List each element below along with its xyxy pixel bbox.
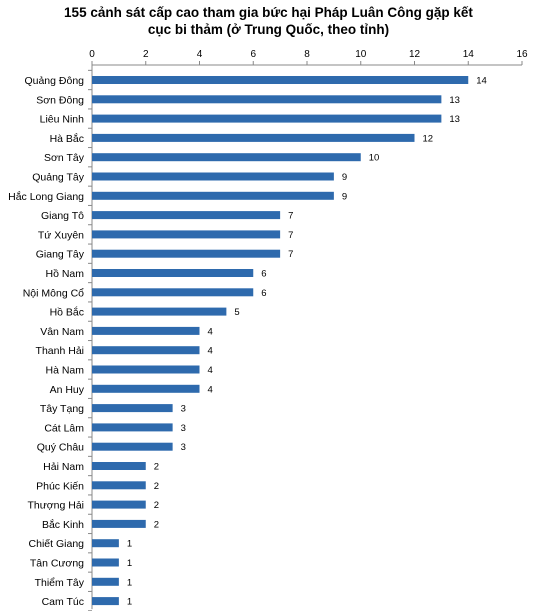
bar xyxy=(92,326,200,335)
bar xyxy=(92,519,146,528)
category-label: Tây Tạng xyxy=(40,403,84,415)
x-tick-label: 16 xyxy=(516,49,528,60)
chart-title-line-1: 155 cảnh sát cấp cao tham gia bức hại Ph… xyxy=(64,5,473,20)
category-label: Liêu Ninh xyxy=(40,114,85,126)
category-label: Vân Nam xyxy=(40,326,84,338)
category-label: Giang Tô xyxy=(41,210,84,222)
bar xyxy=(92,365,200,374)
data-label: 4 xyxy=(208,365,213,376)
category-label: Sơn Đông xyxy=(36,94,84,106)
data-label: 1 xyxy=(127,558,132,569)
x-tick-label: 12 xyxy=(409,49,421,60)
data-label: 1 xyxy=(127,577,132,588)
bar xyxy=(92,423,173,432)
category-label: Quảng Tây xyxy=(32,172,85,184)
category-label: Hà Nam xyxy=(45,365,84,377)
category-label: Hà Bắc xyxy=(50,132,84,145)
bar xyxy=(92,500,146,509)
bar xyxy=(92,481,146,490)
category-label: Phúc Kiến xyxy=(36,480,84,492)
category-label: Quảng Đông xyxy=(24,75,84,87)
data-label: 3 xyxy=(181,442,186,453)
data-label: 4 xyxy=(208,326,213,337)
bar xyxy=(92,597,119,606)
category-label: Tứ Xuyên xyxy=(38,229,84,241)
bar xyxy=(92,269,254,277)
data-label: 2 xyxy=(154,481,159,492)
category-label: Sơn Tây xyxy=(44,152,85,164)
category-label: Chiết Giang xyxy=(29,538,85,550)
category-label: Hải Nam xyxy=(43,461,84,473)
bar xyxy=(92,558,119,567)
category-label: Tân Cương xyxy=(30,558,84,570)
data-label: 7 xyxy=(288,249,293,260)
x-tick-label: 10 xyxy=(355,49,367,60)
category-label: Thiểm Tây xyxy=(35,577,85,589)
bar xyxy=(92,404,173,413)
bar xyxy=(92,462,146,470)
bar xyxy=(92,577,119,586)
data-label: 2 xyxy=(154,500,159,511)
data-label: 7 xyxy=(288,211,293,222)
chart-title-line-2: cục bi thảm (ở Trung Quốc, theo tỉnh) xyxy=(147,22,390,37)
category-label: An Huy xyxy=(50,384,85,396)
data-label: 7 xyxy=(288,230,293,241)
bar xyxy=(92,114,442,123)
data-label: 5 xyxy=(234,307,239,318)
x-tick-label: 8 xyxy=(304,49,310,60)
bar xyxy=(92,76,469,84)
data-label: 3 xyxy=(181,423,186,434)
category-label: Bắc Kinh xyxy=(42,518,84,531)
data-label: 12 xyxy=(423,133,434,144)
category-label: Hồ Nam xyxy=(45,268,84,280)
bar xyxy=(92,230,281,239)
data-label: 4 xyxy=(208,384,213,395)
data-label: 4 xyxy=(208,346,213,357)
bar xyxy=(92,211,281,220)
data-label: 13 xyxy=(449,95,460,106)
bar xyxy=(92,539,119,548)
data-label: 14 xyxy=(476,76,487,87)
bar xyxy=(92,307,227,316)
category-label: Nội Mông Cổ xyxy=(23,287,84,299)
x-tick-label: 2 xyxy=(143,49,149,60)
category-label: Giang Tây xyxy=(36,249,85,261)
bar xyxy=(92,191,334,200)
x-tick-label: 4 xyxy=(197,49,203,60)
bar xyxy=(92,133,415,142)
x-tick-label: 0 xyxy=(89,49,95,60)
data-label: 1 xyxy=(127,597,132,608)
data-label: 2 xyxy=(154,519,159,530)
bar xyxy=(92,288,254,297)
bar xyxy=(92,172,334,181)
category-label: Thượng Hải xyxy=(27,500,84,512)
category-label: Cát Lâm xyxy=(44,422,84,434)
data-label: 2 xyxy=(154,462,159,473)
data-label: 6 xyxy=(261,288,266,299)
data-label: 9 xyxy=(342,172,347,183)
category-label: Hắc Long Giang xyxy=(8,190,84,203)
bar xyxy=(92,384,200,393)
category-label: Quý Châu xyxy=(37,442,84,454)
data-label: 3 xyxy=(181,404,186,415)
bar xyxy=(92,249,281,258)
x-tick-label: 14 xyxy=(463,49,475,60)
x-tick-label: 6 xyxy=(250,49,256,60)
chart-title: 155 cảnh sát cấp cao tham gia bức hại Ph… xyxy=(0,4,537,38)
bar xyxy=(92,442,173,451)
data-label: 9 xyxy=(342,191,347,202)
bar xyxy=(92,95,442,104)
category-label: Cam Túc xyxy=(42,596,84,608)
bar xyxy=(92,153,361,162)
data-label: 10 xyxy=(369,153,380,164)
data-label: 1 xyxy=(127,539,132,550)
data-label: 13 xyxy=(449,114,460,125)
category-label: Thanh Hải xyxy=(36,345,84,357)
data-label: 6 xyxy=(261,269,266,280)
category-label: Hồ Bắc xyxy=(50,306,84,319)
bar xyxy=(92,346,200,355)
